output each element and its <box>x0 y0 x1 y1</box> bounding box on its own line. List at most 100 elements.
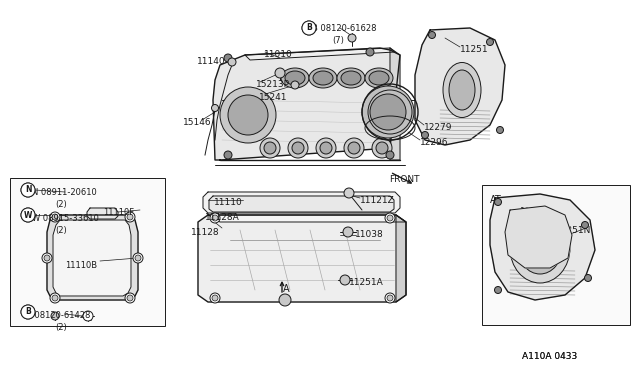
Polygon shape <box>209 196 394 212</box>
Circle shape <box>42 253 52 263</box>
Polygon shape <box>505 206 572 268</box>
Circle shape <box>125 212 135 222</box>
Text: B: B <box>25 308 31 317</box>
Text: N: N <box>25 186 31 195</box>
Text: 11110B: 11110B <box>65 261 97 270</box>
Circle shape <box>127 295 133 301</box>
Text: 11251N: 11251N <box>556 226 591 235</box>
Circle shape <box>264 142 276 154</box>
Circle shape <box>83 311 93 321</box>
Circle shape <box>21 183 35 197</box>
Circle shape <box>125 293 135 303</box>
Ellipse shape <box>281 68 309 88</box>
Polygon shape <box>415 28 505 145</box>
Circle shape <box>385 293 395 303</box>
Text: 11110F: 11110F <box>103 208 134 217</box>
Circle shape <box>228 95 268 135</box>
Circle shape <box>21 305 35 319</box>
Circle shape <box>224 151 232 159</box>
Circle shape <box>486 38 493 45</box>
Text: 12296: 12296 <box>420 138 449 147</box>
Circle shape <box>387 295 393 301</box>
Circle shape <box>344 138 364 158</box>
Polygon shape <box>213 48 400 160</box>
Circle shape <box>21 305 35 319</box>
Polygon shape <box>47 215 138 300</box>
Circle shape <box>348 34 356 42</box>
Circle shape <box>320 142 332 154</box>
Ellipse shape <box>309 68 337 88</box>
Text: AT: AT <box>490 195 502 205</box>
Circle shape <box>348 142 360 154</box>
Polygon shape <box>490 194 595 300</box>
Text: 11251: 11251 <box>460 45 488 54</box>
Circle shape <box>387 215 393 221</box>
Bar <box>482 185 630 325</box>
Circle shape <box>21 183 35 197</box>
Text: N 08911-20610: N 08911-20610 <box>32 188 97 197</box>
Circle shape <box>582 221 589 228</box>
Ellipse shape <box>365 68 393 88</box>
Text: 11110: 11110 <box>214 198 243 207</box>
Polygon shape <box>53 220 131 296</box>
Circle shape <box>362 86 414 138</box>
Text: 11251: 11251 <box>520 207 548 216</box>
Text: B 08120-61628: B 08120-61628 <box>312 24 376 33</box>
Circle shape <box>50 293 60 303</box>
Text: 15146: 15146 <box>183 118 212 127</box>
Text: B: B <box>306 23 312 32</box>
Circle shape <box>370 94 406 130</box>
Text: 12279: 12279 <box>424 123 452 132</box>
Circle shape <box>135 255 141 261</box>
Circle shape <box>212 295 218 301</box>
Circle shape <box>260 138 280 158</box>
Text: 11128: 11128 <box>191 228 220 237</box>
Circle shape <box>495 286 502 294</box>
Circle shape <box>316 138 336 158</box>
Circle shape <box>497 126 504 134</box>
Text: 15241: 15241 <box>259 93 287 102</box>
Text: (2): (2) <box>55 226 67 235</box>
Polygon shape <box>390 48 400 160</box>
Ellipse shape <box>518 222 562 274</box>
Text: B 08120-61428: B 08120-61428 <box>26 311 90 320</box>
Circle shape <box>224 54 232 62</box>
Circle shape <box>279 294 291 306</box>
Text: 11038: 11038 <box>355 230 384 239</box>
Circle shape <box>50 212 60 222</box>
Circle shape <box>385 213 395 223</box>
Text: A110A 0433: A110A 0433 <box>522 352 577 361</box>
Text: FRONT: FRONT <box>389 175 419 184</box>
Circle shape <box>386 151 394 159</box>
Circle shape <box>211 105 218 112</box>
Circle shape <box>584 275 591 282</box>
Ellipse shape <box>449 70 475 110</box>
Circle shape <box>44 255 50 261</box>
Ellipse shape <box>443 62 481 118</box>
Text: B: B <box>307 23 312 32</box>
Text: 11121Z: 11121Z <box>360 196 395 205</box>
Circle shape <box>220 87 276 143</box>
Polygon shape <box>203 192 400 213</box>
Polygon shape <box>208 215 406 222</box>
Circle shape <box>343 227 353 237</box>
Circle shape <box>340 275 350 285</box>
Circle shape <box>422 131 429 138</box>
Ellipse shape <box>313 71 333 85</box>
Text: 11251A: 11251A <box>349 278 384 287</box>
Circle shape <box>376 142 388 154</box>
Circle shape <box>291 81 299 89</box>
Circle shape <box>429 32 435 38</box>
Text: N: N <box>25 186 31 195</box>
Text: B: B <box>26 308 31 317</box>
Circle shape <box>372 138 392 158</box>
Circle shape <box>228 58 236 66</box>
Bar <box>10 178 165 326</box>
Circle shape <box>275 68 285 78</box>
Circle shape <box>302 21 316 35</box>
Text: (2): (2) <box>55 323 67 332</box>
Polygon shape <box>87 208 118 219</box>
Ellipse shape <box>337 68 365 88</box>
Text: (7): (7) <box>332 36 344 45</box>
Circle shape <box>495 199 502 205</box>
